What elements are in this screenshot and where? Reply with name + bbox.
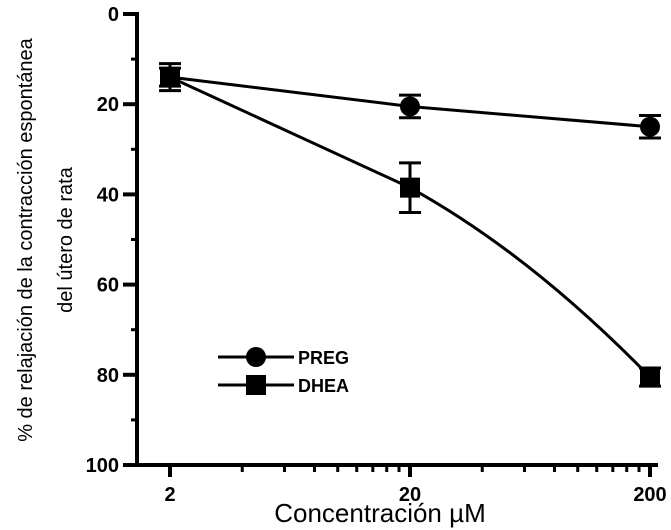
- x-tick-label: 20: [399, 484, 421, 506]
- legend-marker: [246, 375, 266, 395]
- y-axis-label-line1: % de relajación de la contracción espont…: [15, 37, 37, 441]
- legend-label: DHEA: [298, 376, 349, 396]
- x-axis-label: Concentración µM: [274, 498, 486, 528]
- data-point: [400, 177, 420, 198]
- x-tick-label: 2: [164, 484, 175, 506]
- y-tick-label: 40: [97, 184, 119, 206]
- x-tick-label: 200: [633, 484, 666, 506]
- data-point: [400, 96, 420, 117]
- axis-layer: 0 20 40 60 80 100 2 20 200: [86, 4, 667, 506]
- data-point: [640, 116, 660, 137]
- y-tick-label: 80: [97, 365, 119, 387]
- series-preg: [159, 66, 661, 140]
- y-tick-label: 0: [108, 4, 119, 26]
- data-point: [160, 67, 180, 88]
- y-tick-label: 60: [97, 275, 119, 297]
- legend-marker: [246, 347, 266, 367]
- y-tick-label: 20: [97, 94, 119, 116]
- y-axis-label-line2: del útero de rata: [55, 166, 77, 313]
- data-point: [640, 367, 660, 388]
- series-dhea: [159, 62, 661, 388]
- legend-label: PREG: [298, 348, 349, 368]
- legend: PREG DHEA: [218, 347, 349, 396]
- y-tick-label: 100: [86, 455, 119, 477]
- series-layer: [159, 62, 661, 388]
